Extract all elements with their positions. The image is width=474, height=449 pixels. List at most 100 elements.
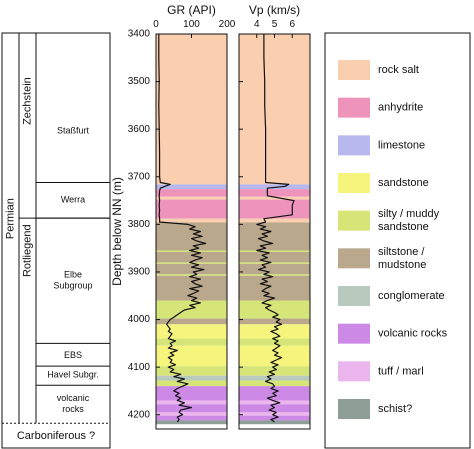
system-label: Carboniferous ? [17, 430, 95, 442]
lithology-interval [156, 366, 227, 376]
legend-label-line: siltstone / [378, 246, 425, 258]
lithology-interval [239, 318, 310, 325]
legend-swatch [338, 248, 370, 269]
legend-label: limestone [378, 139, 425, 151]
lithology-interval [239, 386, 310, 401]
y-axis-label: Depth below NN (m) [110, 177, 124, 286]
lithology-interval [239, 199, 310, 219]
lithology-interval [156, 199, 227, 219]
system-label: Permian [4, 198, 16, 239]
vp-track-title: Vp (km/s) [249, 3, 300, 17]
lithology-legend: rock saltanhydritelimestonesandstonesilt… [324, 32, 471, 449]
legend-label: rock salt [378, 64, 419, 76]
lithology-interval [239, 218, 310, 223]
formation-label: volcanic rocks [57, 393, 90, 414]
legend-label-line: limestone [378, 139, 425, 151]
lithology-interval [156, 412, 227, 416]
formation-label-line: EBS [64, 351, 82, 361]
legend-swatch [338, 286, 370, 306]
vp-log-track: 4 5 6 Vp (km/s) [238, 3, 311, 430]
lithology-interval [239, 324, 310, 339]
lithology-interval [156, 34, 227, 185]
y-tick-label: 4000 [128, 314, 151, 325]
lithology-interval [239, 366, 310, 376]
formation-label-line: Havel Subgr. [47, 370, 99, 380]
lithology-interval [156, 222, 227, 251]
lithology-interval [239, 274, 310, 276]
lithology-interval [239, 34, 310, 185]
formation-label: Werra [61, 195, 85, 205]
formation-label-line: rocks [62, 404, 84, 414]
formation-label: Staßfurt [57, 126, 90, 136]
lithology-interval [239, 263, 310, 275]
lithology-interval [156, 415, 227, 421]
y-tick-label: 3800 [128, 219, 151, 230]
legend-label-line: volcanic rocks [378, 328, 448, 340]
legend-label: tuff / marl [378, 365, 424, 377]
legend-label-line: silty / muddy [378, 208, 440, 220]
legend-label: anhydrite [378, 102, 423, 114]
stratigraphy-panel: Permian Carboniferous ? Zechstein Rotliegen… [1, 32, 111, 449]
lithology-interval [156, 375, 227, 381]
legend-label: siltstone / mudstone [378, 246, 426, 271]
y-tick-label: 4100 [128, 362, 151, 373]
lithology-interval [156, 189, 227, 197]
y-tick-label: 3700 [128, 171, 151, 182]
legend-swatch [338, 399, 370, 419]
legend-swatch [338, 135, 370, 156]
lithology-interval [156, 300, 227, 319]
legend-frame [324, 32, 471, 449]
lithology-interval [239, 404, 310, 413]
lithology-interval [156, 318, 227, 325]
legend-swatch [338, 323, 370, 344]
x-tick-label: 4 [254, 19, 260, 30]
formation-label: Elbe Subgroup [53, 270, 92, 291]
legend-label-line: schist? [378, 403, 412, 415]
x-tick-label: 0 [153, 19, 159, 30]
lithology-interval [156, 218, 227, 223]
legend-label-line: anhydrite [378, 102, 423, 114]
legend-label-line: mudstone [378, 259, 426, 271]
vp-log-curve [256, 34, 295, 423]
y-tick-label: 3500 [128, 76, 151, 87]
legend-label-line: tuff / marl [378, 365, 424, 377]
depth-axis: Depth below NN (m) 3400 3500 3600 3700 3800 39… [110, 29, 150, 421]
x-tick-label: 100 [183, 19, 200, 30]
lithology-interval [156, 380, 227, 387]
formation-label: Havel Subgr. [47, 370, 99, 380]
lithology-interval [239, 189, 310, 197]
lithology-interval [239, 300, 310, 319]
legend-swatch [338, 60, 370, 80]
legend-swatch [338, 173, 370, 193]
lithology-interval [156, 404, 227, 413]
lithology-interval [239, 380, 310, 387]
lithology-interval [239, 345, 310, 367]
legend-swatch [338, 361, 370, 382]
lithology-interval [156, 251, 227, 263]
lithology-interval [239, 251, 310, 263]
lithology-interval [239, 222, 310, 251]
lithology-interval [156, 274, 227, 276]
x-tick-label: 5 [272, 19, 278, 30]
gr-log-curve [158, 34, 207, 423]
lithology-interval [156, 345, 227, 367]
y-tick-label: 3900 [128, 267, 151, 278]
lithology-interval [239, 275, 310, 301]
formation-label-line: Elbe [64, 270, 82, 280]
lithology-interval [239, 420, 310, 425]
formation-label-line: volcanic [57, 393, 90, 403]
stratigraphy-frame [1, 32, 111, 449]
lithology-interval [239, 184, 310, 190]
y-tick-label: 4200 [128, 409, 151, 420]
legend-label-line: sandstone [378, 177, 429, 189]
legend-label-line: sandstone [378, 221, 429, 233]
legend-label-line: conglomerate [378, 290, 445, 302]
x-tick-label: 6 [289, 19, 295, 30]
lithology-interval [156, 324, 227, 339]
gr-track-title: GR (API) [167, 3, 216, 17]
lithology-interval [156, 196, 227, 200]
formation-label-line: Staßfurt [57, 126, 90, 136]
formation-label: EBS [64, 351, 82, 361]
group-label: Zechstein [21, 77, 33, 125]
